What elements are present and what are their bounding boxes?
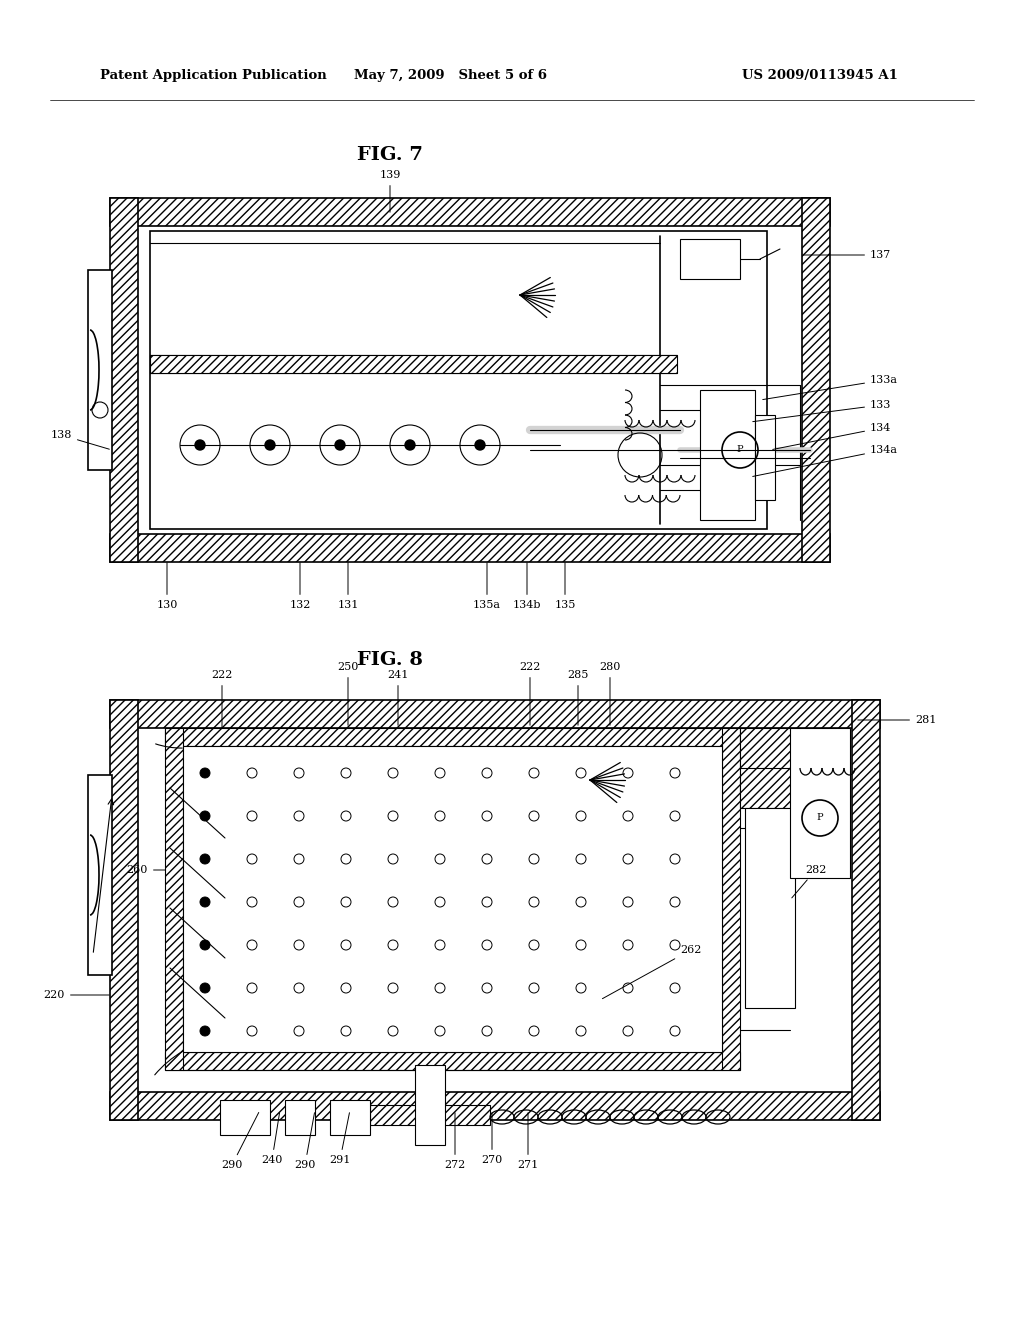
- Bar: [110, 198, 138, 562]
- Bar: [755, 414, 775, 500]
- Text: 133a: 133a: [763, 375, 898, 400]
- Text: 281: 281: [858, 715, 936, 725]
- Text: FIG. 7: FIG. 7: [357, 147, 423, 164]
- Circle shape: [200, 940, 210, 950]
- Text: P: P: [736, 446, 743, 454]
- Text: Patent Application Publication: Patent Application Publication: [100, 69, 327, 82]
- Text: 139: 139: [379, 170, 400, 213]
- Text: 134b: 134b: [513, 562, 542, 610]
- Bar: [88, 775, 112, 975]
- Circle shape: [200, 768, 210, 777]
- Bar: [110, 535, 830, 562]
- Bar: [802, 198, 830, 562]
- Text: 241: 241: [387, 671, 409, 725]
- Bar: [110, 700, 880, 729]
- Text: 280: 280: [599, 663, 621, 725]
- Text: 132: 132: [290, 562, 310, 610]
- Text: 220: 220: [44, 990, 110, 1001]
- Bar: [110, 198, 830, 226]
- Bar: [110, 700, 138, 1119]
- Text: 222: 222: [519, 663, 541, 725]
- Text: 282: 282: [792, 865, 826, 898]
- Circle shape: [200, 810, 210, 821]
- Bar: [183, 746, 722, 1052]
- Text: 138: 138: [50, 430, 110, 449]
- Text: 134: 134: [773, 422, 891, 449]
- Bar: [790, 729, 850, 878]
- Circle shape: [335, 440, 345, 450]
- Text: 271: 271: [517, 1113, 539, 1170]
- Circle shape: [265, 440, 275, 450]
- Text: 260: 260: [127, 865, 165, 875]
- Circle shape: [195, 440, 205, 450]
- Text: 290: 290: [221, 1113, 259, 1170]
- Bar: [165, 729, 740, 746]
- Bar: [680, 239, 740, 279]
- Text: 272: 272: [444, 1113, 466, 1170]
- Text: 130: 130: [157, 562, 178, 610]
- Text: 135a: 135a: [473, 562, 501, 610]
- Text: 270: 270: [481, 1113, 503, 1166]
- Bar: [150, 355, 677, 374]
- Text: 290: 290: [294, 1113, 315, 1170]
- Text: May 7, 2009   Sheet 5 of 6: May 7, 2009 Sheet 5 of 6: [353, 69, 547, 82]
- Text: 240: 240: [261, 1113, 283, 1166]
- Text: FIG. 8: FIG. 8: [357, 651, 423, 669]
- Bar: [370, 1105, 490, 1125]
- Circle shape: [475, 440, 485, 450]
- Bar: [285, 1100, 315, 1135]
- Bar: [88, 271, 112, 470]
- Bar: [220, 1100, 270, 1135]
- Circle shape: [200, 854, 210, 865]
- Text: P: P: [817, 813, 823, 822]
- Text: 262: 262: [602, 945, 701, 999]
- Text: US 2009/0113945 A1: US 2009/0113945 A1: [742, 69, 898, 82]
- Circle shape: [200, 983, 210, 993]
- Text: 133: 133: [753, 400, 891, 421]
- Circle shape: [200, 898, 210, 907]
- Text: 137: 137: [803, 249, 891, 260]
- Bar: [150, 231, 767, 529]
- Bar: [700, 389, 755, 520]
- Text: 250: 250: [337, 663, 358, 725]
- Circle shape: [406, 440, 415, 450]
- Bar: [722, 729, 740, 1071]
- Bar: [165, 729, 183, 1071]
- Text: 134a: 134a: [753, 445, 898, 477]
- Bar: [415, 1065, 445, 1144]
- Bar: [740, 729, 800, 808]
- Circle shape: [200, 1026, 210, 1036]
- Text: 135: 135: [554, 562, 575, 610]
- Bar: [165, 1052, 740, 1071]
- Text: 285: 285: [567, 671, 589, 725]
- Bar: [745, 808, 795, 1008]
- Text: 131: 131: [337, 562, 358, 610]
- Text: 291: 291: [330, 1113, 350, 1166]
- Bar: [852, 700, 880, 1119]
- Bar: [330, 1100, 370, 1135]
- Text: 222: 222: [211, 671, 232, 727]
- Bar: [110, 1092, 880, 1119]
